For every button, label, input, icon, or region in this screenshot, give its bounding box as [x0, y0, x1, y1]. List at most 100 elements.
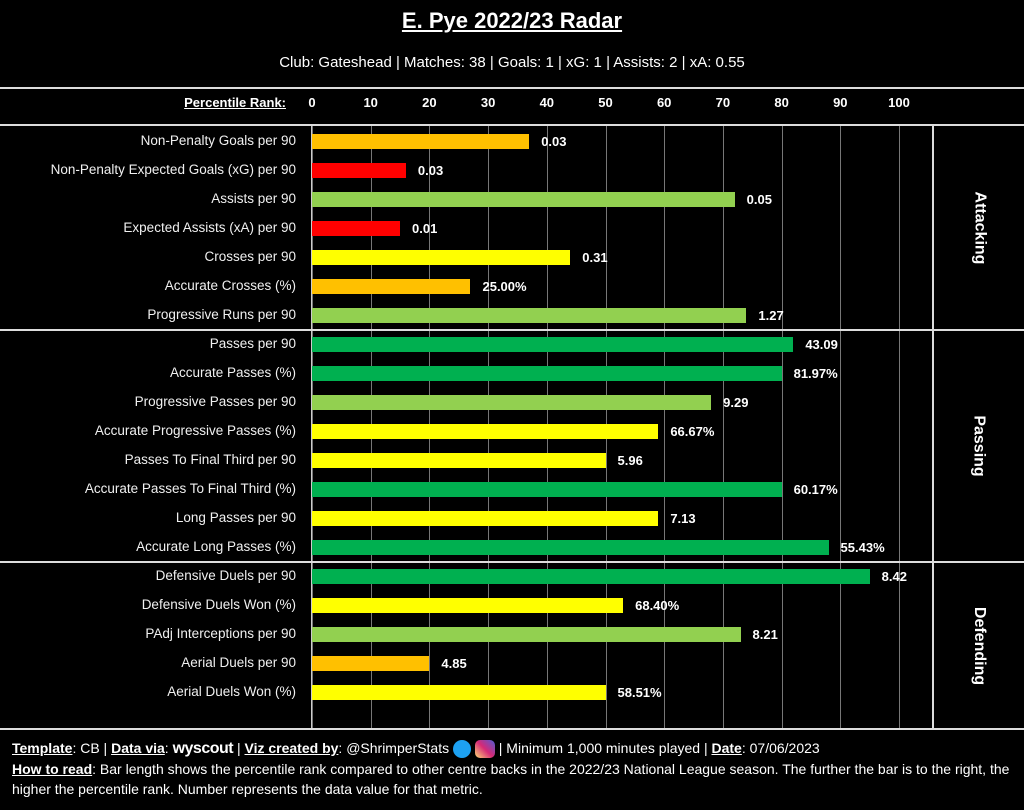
- data-label: 0.03: [541, 134, 567, 149]
- metric-label: Assists per 90: [211, 191, 296, 206]
- metric-label: Expected Assists (xA) per 90: [123, 220, 296, 235]
- x-tick-label: 10: [363, 95, 378, 110]
- gridline: [899, 126, 900, 728]
- x-tick-label: 30: [480, 95, 496, 110]
- data-label: 8.42: [881, 569, 907, 584]
- metric-label: Non-Penalty Goals per 90: [140, 133, 296, 148]
- bar: [312, 163, 406, 178]
- divider: [0, 728, 1024, 730]
- twitter-icon: [453, 740, 471, 759]
- bar: [312, 134, 530, 149]
- metric-label: Aerial Duels Won (%): [167, 684, 296, 699]
- x-tick-label: 70: [715, 95, 731, 110]
- metric-label: Non-Penalty Expected Goals (xG) per 90: [50, 162, 296, 177]
- viz-label: Viz created by: [244, 740, 339, 756]
- metric-label: Progressive Passes per 90: [134, 394, 296, 409]
- x-tick-label: 80: [774, 95, 789, 110]
- data-label: 7.13: [670, 511, 696, 526]
- viz-author: : @ShrimperStats: [338, 740, 450, 756]
- section-label-text: Defending: [971, 606, 988, 685]
- bar: [312, 598, 624, 613]
- section-label: Attacking: [934, 126, 1024, 329]
- section-border: [932, 126, 934, 329]
- data-label: 81.97%: [793, 366, 838, 381]
- x-tick-label: 90: [833, 95, 848, 110]
- data-label: 55.43%: [840, 540, 885, 555]
- metric-label: Accurate Passes To Final Third (%): [84, 481, 296, 496]
- data-label: 5.96: [617, 453, 643, 468]
- gridline: [781, 126, 783, 728]
- section-label-text: Attacking: [971, 191, 988, 264]
- divider: [0, 87, 1024, 89]
- metric-label: PAdj Interceptions per 90: [145, 626, 296, 641]
- howto-label: How to read: [12, 761, 93, 777]
- bar: [312, 482, 782, 497]
- chart-title: E. Pye 2022/23 Radar: [401, 8, 623, 33]
- date-label: Date: [711, 740, 742, 756]
- metric-label: Accurate Crosses (%): [164, 278, 296, 293]
- section-label: Passing: [934, 331, 1024, 561]
- data-label: 66.67%: [670, 424, 715, 439]
- data-label: 58.51%: [617, 685, 662, 700]
- x-tick-label: 50: [598, 95, 613, 110]
- gridline: [664, 126, 666, 728]
- bar: [312, 308, 747, 323]
- metric-label: Defensive Duels per 90: [155, 568, 296, 583]
- bar: [312, 395, 712, 410]
- bar: [312, 540, 829, 555]
- bar: [312, 569, 870, 584]
- min-minutes: | Minimum 1,000 minutes played |: [494, 740, 712, 756]
- data-label: Data via: [111, 740, 165, 756]
- data-label: 0.01: [412, 221, 438, 236]
- x-tick-label: 100: [888, 95, 910, 110]
- x-tick-label: 40: [539, 95, 555, 110]
- bar: [312, 366, 782, 381]
- section-border: [932, 563, 934, 728]
- wyscout-logo: wyscout: [172, 740, 234, 757]
- metric-label: Aerial Duels per 90: [181, 655, 296, 670]
- bar: [312, 424, 659, 439]
- date-value: : 07/06/2023: [741, 740, 820, 756]
- x-tick-label: 60: [656, 95, 672, 110]
- section-label: Defending: [934, 563, 1024, 728]
- divider: [0, 124, 1024, 126]
- bar: [312, 279, 471, 294]
- section-label-text: Passing: [970, 415, 988, 477]
- metric-label: Crosses per 90: [204, 249, 296, 264]
- x-tick-label: 0: [308, 95, 316, 110]
- x-tick-label: 20: [422, 95, 437, 110]
- section-divider: [0, 561, 1024, 563]
- data-label: 0.31: [582, 250, 608, 265]
- instagram-icon: [474, 740, 495, 759]
- metric-label: Passes To Final Third per 90: [124, 452, 296, 467]
- template-label: Template: [12, 740, 73, 756]
- howto-text: : Bar length shows the percentile rank c…: [12, 761, 1010, 797]
- x-axis-label: Percentile Rank:: [184, 95, 286, 110]
- data-label: 60.17%: [793, 482, 838, 497]
- data-label: 0.03: [417, 163, 444, 178]
- metric-label: Accurate Long Passes (%): [136, 539, 296, 554]
- data-label: 8.21: [752, 627, 778, 642]
- metric-label: Progressive Runs per 90: [147, 307, 296, 322]
- data-label: 43.09: [805, 337, 838, 352]
- data-label: 4.85: [441, 656, 467, 671]
- gridline: [840, 126, 842, 728]
- data-label: 25.00%: [482, 279, 527, 294]
- data-label: 9.29: [723, 395, 749, 410]
- chart-subtitle: Club: Gateshead | Matches: 38 | Goals: 1…: [279, 54, 745, 71]
- footer: Template: CB | Data via: wyscout | Viz c…: [12, 740, 1010, 797]
- data-label: 68.40%: [635, 598, 680, 613]
- metric-label: Accurate Passes (%): [169, 365, 296, 380]
- section-border: [932, 331, 934, 561]
- section-divider: [0, 329, 1024, 331]
- metric-label: Long Passes per 90: [175, 510, 296, 525]
- bar: [312, 337, 794, 352]
- bar: [312, 511, 659, 526]
- bar: [312, 453, 606, 468]
- template-value: : CB |: [72, 740, 112, 756]
- bar: [312, 221, 401, 236]
- metric-label: Passes per 90: [209, 336, 296, 351]
- bar: [312, 250, 571, 265]
- metric-label: Accurate Progressive Passes (%): [94, 423, 296, 438]
- bar: [312, 627, 741, 642]
